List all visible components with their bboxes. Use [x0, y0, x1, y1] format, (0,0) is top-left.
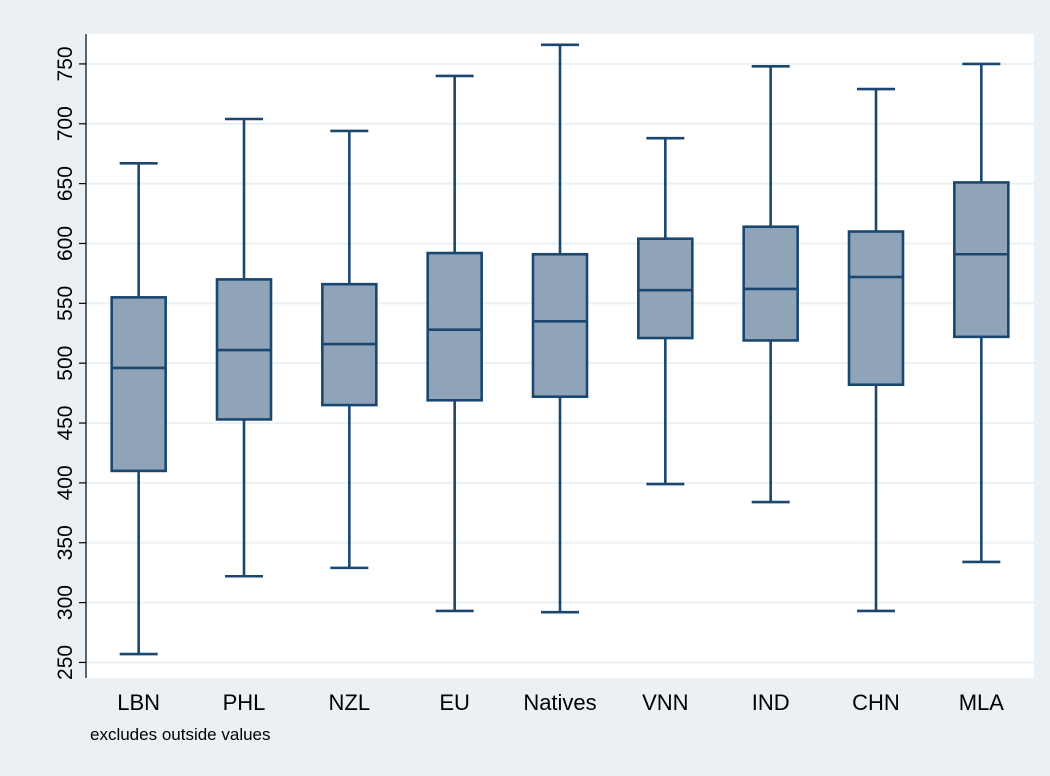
- iqr-box: [110, 296, 167, 473]
- x-tick-label: CHN: [852, 690, 900, 715]
- iqr-box: [742, 225, 799, 342]
- y-tick-label: 700: [54, 106, 77, 141]
- iqr-box: [847, 230, 905, 387]
- y-tick-label: 550: [54, 286, 77, 321]
- box-ind: [742, 65, 799, 504]
- x-tick-label: PHL: [223, 690, 266, 715]
- iqr-box: [426, 251, 483, 402]
- y-tick-label: 400: [54, 465, 77, 500]
- x-tick-label: VNN: [642, 690, 688, 715]
- x-tick-label: EU: [439, 690, 470, 715]
- box-nzl: [321, 129, 378, 570]
- y-tick-label: 600: [54, 226, 77, 261]
- iqr-box: [953, 181, 1010, 339]
- x-tick-label: MLA: [959, 690, 1005, 715]
- y-tick-label: 450: [54, 406, 77, 441]
- box-natives: [531, 43, 589, 614]
- iqr-box: [531, 252, 589, 398]
- x-tick-label: Natives: [523, 690, 596, 715]
- iqr-box: [637, 237, 694, 340]
- y-tick-label: 500: [54, 346, 77, 381]
- boxes: [110, 43, 1010, 656]
- y-tick-label: 250: [54, 645, 77, 680]
- y-axis: 250 300 350 400 450 500 550 600 650 700 750: [54, 46, 86, 680]
- box-mla: [953, 62, 1010, 564]
- y-tick-label: 300: [54, 585, 77, 620]
- box-vnn: [637, 136, 694, 486]
- x-tick-label: LBN: [117, 690, 160, 715]
- y-tick-label: 650: [54, 166, 77, 201]
- box-lbn: [110, 161, 167, 656]
- x-axis: LBN PHL NZL EU Natives VNN IND CHN MLA: [117, 690, 1004, 715]
- box-phl: [215, 117, 273, 578]
- box-chn: [847, 87, 905, 613]
- y-tick-label: 750: [54, 46, 77, 81]
- chart-note: excludes outside values: [90, 725, 271, 744]
- y-tick-label: 350: [54, 525, 77, 560]
- x-tick-label: IND: [752, 690, 790, 715]
- x-tick-label: NZL: [329, 690, 371, 715]
- box-eu: [426, 74, 483, 613]
